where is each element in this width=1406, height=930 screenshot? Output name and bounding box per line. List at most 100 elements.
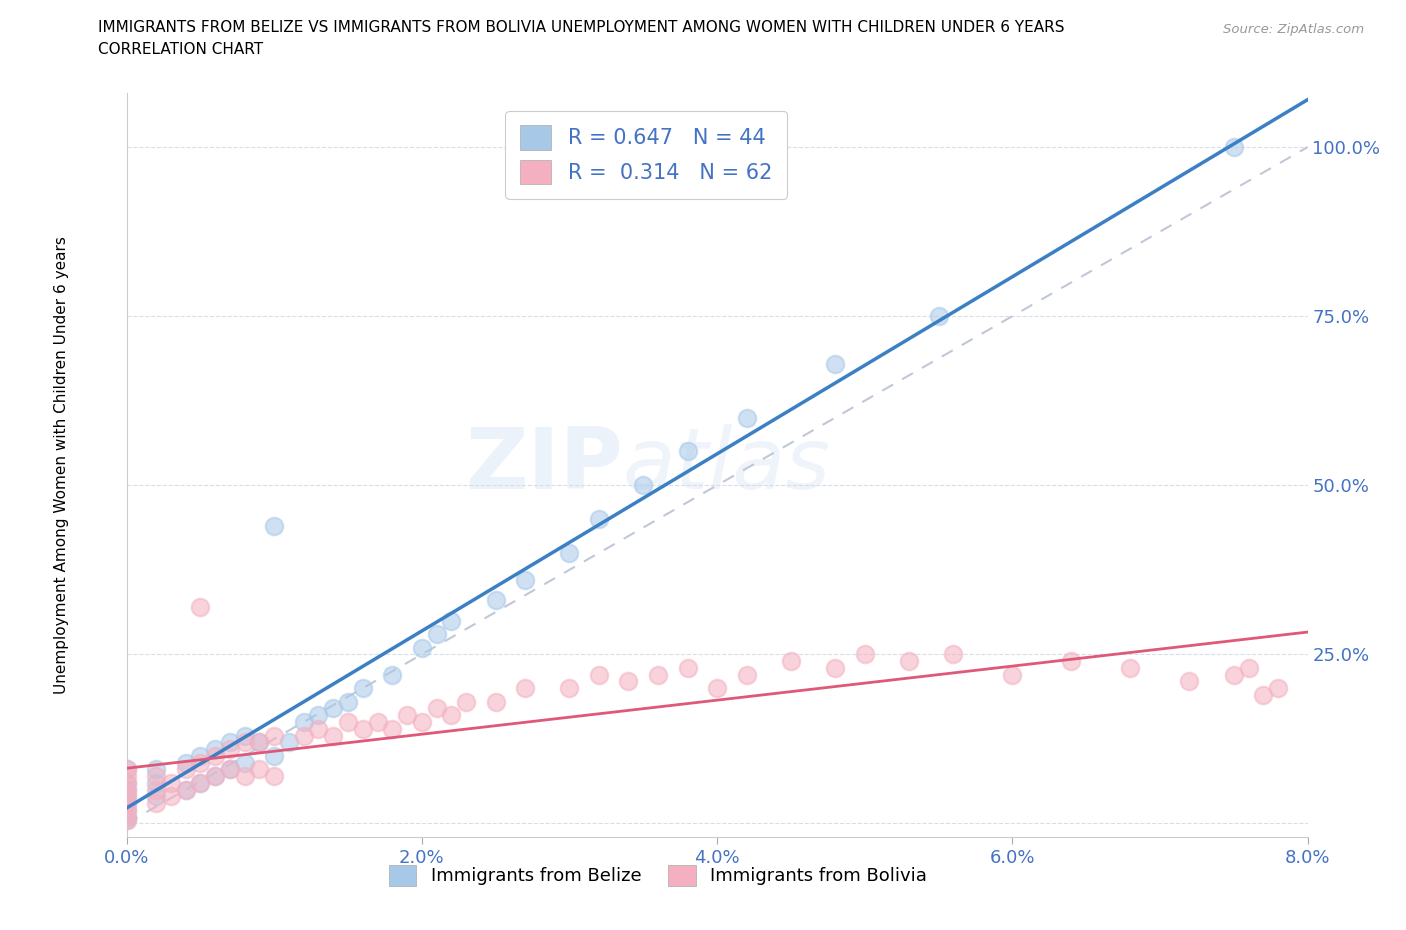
Point — [942, 647, 965, 662]
Point — [440, 708, 463, 723]
Point — [853, 647, 876, 662]
Point — [381, 667, 404, 682]
Point — [1237, 660, 1260, 675]
Point — [115, 782, 138, 797]
Point — [204, 741, 226, 756]
Point — [1267, 681, 1289, 696]
Point — [1223, 140, 1246, 154]
Text: ZIP: ZIP — [465, 423, 623, 507]
Point — [617, 674, 640, 689]
Point — [174, 782, 197, 797]
Point — [292, 714, 315, 729]
Point — [352, 681, 374, 696]
Point — [337, 714, 360, 729]
Point — [322, 728, 344, 743]
Point — [515, 573, 537, 588]
Point — [558, 546, 581, 561]
Point — [174, 755, 197, 770]
Point — [367, 714, 389, 729]
Point — [233, 735, 256, 750]
Point — [396, 708, 419, 723]
Point — [115, 813, 138, 828]
Point — [115, 789, 138, 804]
Point — [1253, 687, 1275, 702]
Point — [145, 796, 167, 811]
Point — [352, 722, 374, 737]
Point — [633, 478, 655, 493]
Point — [484, 695, 508, 710]
Point — [588, 667, 610, 682]
Point — [440, 613, 463, 628]
Point — [515, 681, 537, 696]
Point — [233, 728, 256, 743]
Point — [219, 762, 242, 777]
Point — [115, 769, 138, 784]
Point — [115, 776, 138, 790]
Point — [411, 714, 433, 729]
Point — [426, 627, 449, 642]
Point — [381, 722, 404, 737]
Point — [145, 776, 167, 790]
Point — [219, 735, 242, 750]
Point — [779, 654, 801, 669]
Point — [307, 722, 329, 737]
Point — [115, 776, 138, 790]
Point — [188, 749, 212, 764]
Text: IMMIGRANTS FROM BELIZE VS IMMIGRANTS FROM BOLIVIA UNEMPLOYMENT AMONG WOMEN WITH : IMMIGRANTS FROM BELIZE VS IMMIGRANTS FRO… — [98, 20, 1064, 35]
Point — [1119, 660, 1142, 675]
Point — [115, 809, 138, 824]
Point — [824, 356, 846, 371]
Point — [278, 735, 301, 750]
Point — [188, 776, 212, 790]
Point — [676, 444, 699, 458]
Text: Source: ZipAtlas.com: Source: ZipAtlas.com — [1223, 23, 1364, 36]
Point — [160, 776, 183, 790]
Point — [115, 813, 138, 828]
Point — [706, 681, 728, 696]
Point — [558, 681, 581, 696]
Point — [647, 667, 669, 682]
Point — [1001, 667, 1024, 682]
Point — [204, 769, 226, 784]
Point — [263, 518, 285, 533]
Point — [263, 728, 285, 743]
Point — [188, 776, 212, 790]
Point — [204, 769, 226, 784]
Point — [115, 803, 138, 817]
Point — [115, 796, 138, 811]
Point — [145, 789, 167, 804]
Point — [735, 667, 758, 682]
Point — [219, 741, 242, 756]
Point — [233, 769, 256, 784]
Point — [1223, 667, 1246, 682]
Point — [115, 809, 138, 824]
Point — [115, 803, 138, 817]
Point — [1178, 674, 1201, 689]
Point — [115, 762, 138, 777]
Point — [115, 796, 138, 811]
Point — [249, 762, 271, 777]
Text: atlas: atlas — [623, 423, 831, 507]
Point — [322, 701, 344, 716]
Point — [115, 782, 138, 797]
Point — [263, 769, 285, 784]
Point — [115, 789, 138, 804]
Legend: Immigrants from Belize, Immigrants from Bolivia: Immigrants from Belize, Immigrants from … — [380, 856, 936, 895]
Point — [1060, 654, 1083, 669]
Point — [145, 769, 167, 784]
Point — [928, 309, 950, 324]
Point — [160, 789, 183, 804]
Point — [174, 782, 197, 797]
Point — [292, 728, 315, 743]
Point — [188, 755, 212, 770]
Point — [337, 695, 360, 710]
Point — [174, 762, 197, 777]
Text: CORRELATION CHART: CORRELATION CHART — [98, 42, 263, 57]
Point — [307, 708, 329, 723]
Point — [233, 755, 256, 770]
Point — [263, 749, 285, 764]
Point — [484, 592, 508, 607]
Point — [115, 762, 138, 777]
Point — [676, 660, 699, 675]
Point — [411, 640, 433, 655]
